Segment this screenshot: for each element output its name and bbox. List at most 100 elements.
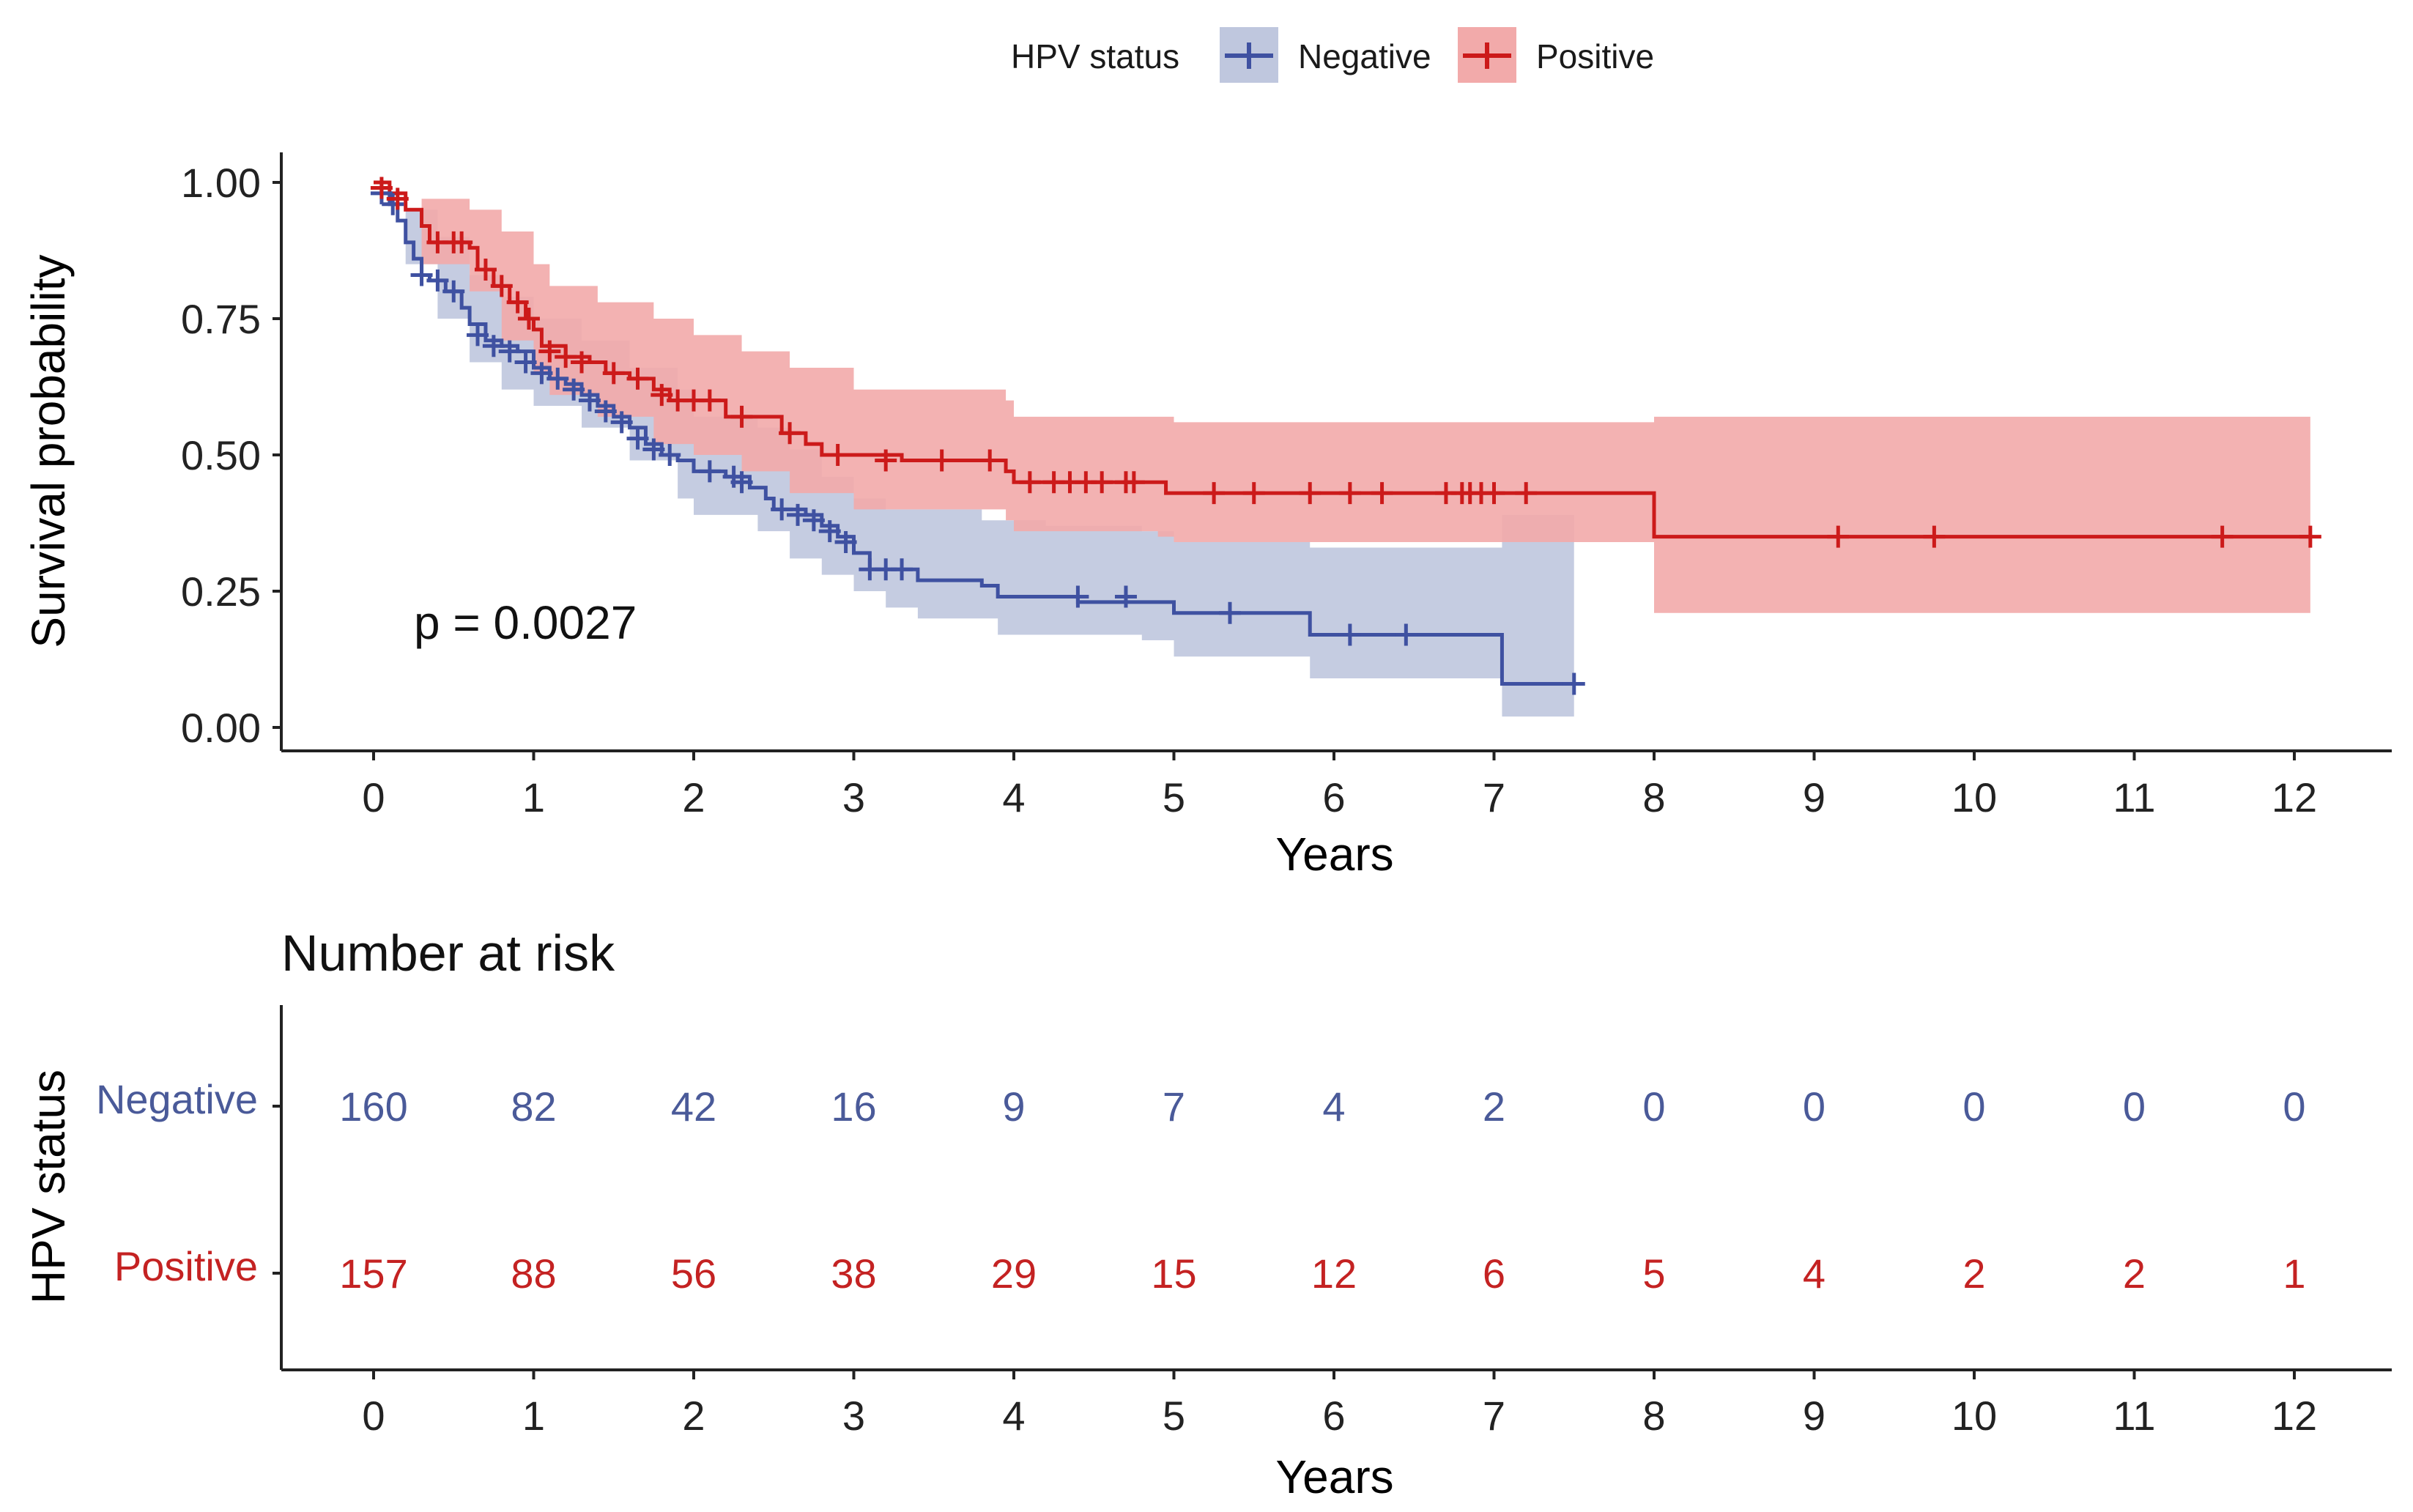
risk-x-tick-label: 0 — [362, 1393, 385, 1439]
censor-mark-positive — [474, 259, 497, 281]
risk-x-tick-label: 6 — [1322, 1393, 1345, 1439]
x-tick-label: 10 — [1951, 774, 1997, 820]
risk-count-positive: 56 — [671, 1250, 716, 1297]
risk-count-positive: 6 — [1483, 1250, 1505, 1297]
censor-mark-negative — [1338, 623, 1361, 646]
risk-count-positive: 88 — [511, 1250, 556, 1297]
y-tick-label: 0.00 — [181, 705, 261, 751]
censor-mark-negative — [498, 340, 521, 363]
censor-mark-positive — [538, 340, 561, 363]
censor-mark-positive — [370, 177, 393, 199]
censor-mark-positive — [698, 389, 721, 412]
censor-mark-negative — [730, 471, 753, 494]
risk-x-tick-label: 12 — [2272, 1393, 2317, 1439]
censor-mark-negative — [787, 503, 809, 526]
risk-count-negative: 16 — [831, 1083, 876, 1130]
risk-table: Number at risk Negative 160 82 42 16 9 7 4 2 0 0 0 0… — [22, 924, 2392, 1503]
confidence-bands — [374, 182, 2310, 717]
risk-x-tick-label: 5 — [1163, 1393, 1185, 1439]
censor-mark-negative — [834, 531, 857, 554]
censor-mark-negative — [891, 558, 913, 581]
survival-plot: 0.000.250.500.751.00 0 1 2 3 4 5 6 7 8 9 10 11 12 Su… — [22, 152, 2392, 881]
risk-count-negative: 4 — [1322, 1083, 1345, 1130]
legend: HPV status Negative Positive — [1011, 27, 1654, 83]
y-tick-label: 0.50 — [181, 432, 261, 478]
censor-mark-positive — [2299, 525, 2321, 548]
censor-mark-positive — [1242, 482, 1265, 505]
risk-count-positive: 5 — [1642, 1250, 1665, 1297]
censor-mark-positive — [826, 444, 849, 466]
censor-mark-positive — [555, 346, 577, 368]
censor-mark-positive — [506, 291, 529, 314]
censor-mark-positive — [1338, 482, 1361, 505]
censor-mark-positive — [1018, 471, 1041, 494]
legend-label-negative: Negative — [1298, 37, 1431, 75]
censor-mark-negative — [642, 438, 665, 461]
censor-mark-negative — [1395, 623, 1417, 646]
censor-mark-negative — [659, 444, 681, 466]
censor-mark-negative — [1563, 672, 1585, 695]
x-tick-label: 3 — [842, 774, 865, 820]
risk-count-negative: 2 — [1483, 1083, 1505, 1130]
censor-mark-positive — [1091, 471, 1113, 494]
legend-label-positive: Positive — [1536, 37, 1654, 75]
censor-mark-negative — [698, 460, 721, 483]
censor-marks — [370, 177, 2321, 695]
censor-mark-positive — [2211, 525, 2234, 548]
risk-count-negative: 0 — [1962, 1083, 1985, 1130]
x-tick-label: 5 — [1163, 774, 1185, 820]
risk-x-tick-label: 2 — [682, 1393, 705, 1439]
x-tick-label: 1 — [522, 774, 545, 820]
x-axis-ticks: 0 1 2 3 4 5 6 7 8 9 10 11 12 — [362, 751, 2317, 820]
censor-mark-negative — [578, 389, 601, 412]
y-tick-label: 1.00 — [181, 160, 261, 206]
risk-x-axis-title: Years — [1275, 1450, 1393, 1503]
risk-count-positive: 2 — [1962, 1250, 1985, 1297]
censor-mark-negative — [442, 280, 465, 303]
censor-mark-negative — [626, 427, 649, 450]
x-tick-label: 6 — [1322, 774, 1345, 820]
censor-mark-negative — [546, 367, 569, 390]
risk-table-title: Number at risk — [281, 924, 615, 982]
censor-mark-negative — [594, 400, 617, 423]
risk-row-label-positive: Positive — [114, 1243, 258, 1289]
censor-mark-positive — [1299, 482, 1322, 505]
censor-mark-negative — [818, 520, 841, 543]
risk-x-tick-label: 7 — [1483, 1393, 1505, 1439]
censor-mark-positive — [930, 449, 953, 472]
risk-x-tick-label: 3 — [842, 1393, 865, 1439]
y-axis-title: Survival probability — [22, 254, 75, 648]
risk-x-tick-label: 9 — [1803, 1393, 1825, 1439]
censor-mark-positive — [571, 351, 593, 374]
censor-mark-positive — [626, 367, 649, 390]
risk-count-positive: 1 — [2283, 1250, 2305, 1297]
censor-mark-positive — [602, 362, 625, 385]
risk-x-tick-label: 11 — [2113, 1393, 2155, 1439]
censor-mark-positive — [1515, 482, 1538, 505]
x-tick-label: 2 — [682, 774, 705, 820]
x-tick-label: 11 — [2113, 774, 2155, 820]
censor-mark-positive — [1122, 471, 1145, 494]
risk-count-negative: 0 — [1803, 1083, 1825, 1130]
y-axis-ticks: 0.00 0.25 0.50 0.75 1.00 — [181, 160, 281, 751]
risk-count-positive: 38 — [831, 1250, 876, 1297]
risk-count-positive: 29 — [991, 1250, 1037, 1297]
risk-count-negative: 9 — [1002, 1083, 1025, 1130]
censor-mark-negative — [771, 498, 793, 521]
censor-mark-positive — [730, 405, 753, 428]
x-tick-label: 0 — [362, 774, 385, 820]
risk-x-tick-label: 10 — [1951, 1393, 1997, 1439]
risk-row-label-negative: Negative — [96, 1076, 258, 1122]
risk-count-negative: 7 — [1163, 1083, 1185, 1130]
censor-mark-positive — [490, 275, 513, 297]
censor-mark-positive — [779, 422, 801, 445]
censor-mark-positive — [875, 449, 897, 472]
risk-count-positive: 4 — [1803, 1250, 1825, 1297]
ci-band-positive — [374, 182, 2310, 613]
y-tick-label: 0.25 — [181, 568, 261, 615]
censor-mark-positive — [1203, 482, 1226, 505]
risk-count-positive: 157 — [339, 1250, 407, 1297]
risk-count-negative: 160 — [339, 1083, 407, 1130]
